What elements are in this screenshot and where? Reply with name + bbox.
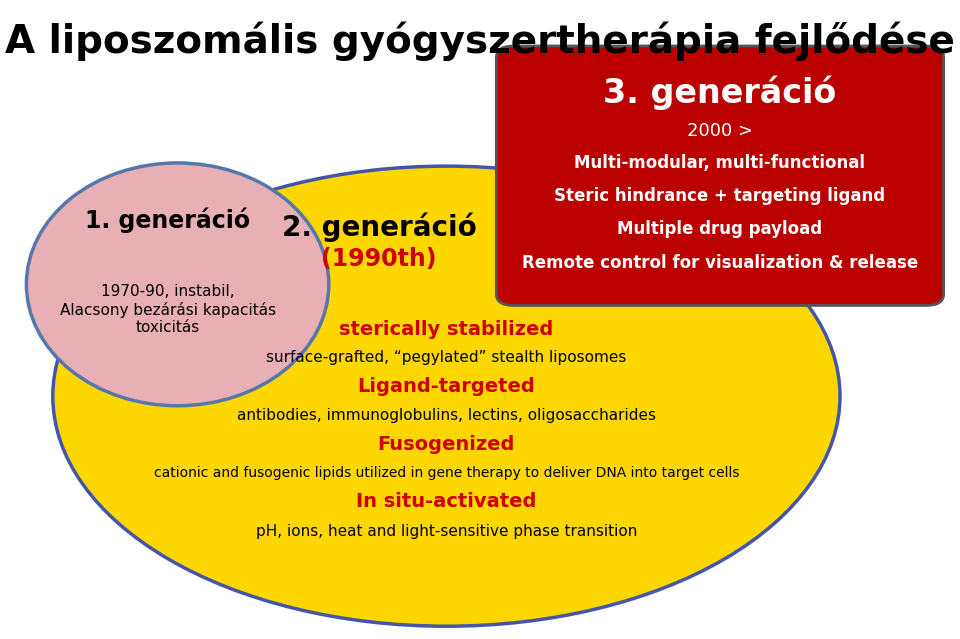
Text: In situ-activated: In situ-activated (356, 492, 537, 511)
Ellipse shape (27, 163, 328, 406)
Text: antibodies, immunoglobulins, lectins, oligosaccharides: antibodies, immunoglobulins, lectins, ol… (237, 408, 656, 423)
Text: A liposzomális gyógyszertherápia fejlődése: A liposzomális gyógyszertherápia fejlődé… (5, 22, 955, 61)
Text: 3. generáció: 3. generáció (604, 75, 836, 110)
Text: 2000 >: 2000 > (687, 122, 753, 140)
Text: sterically stabilized: sterically stabilized (339, 320, 554, 339)
Text: Fusogenized: Fusogenized (377, 435, 516, 454)
Text: Steric hindrance + targeting ligand: Steric hindrance + targeting ligand (555, 187, 885, 205)
Text: Remote control for visualization & release: Remote control for visualization & relea… (522, 254, 918, 272)
Text: cationic and fusogenic lipids utilized in gene therapy to deliver DNA into targe: cationic and fusogenic lipids utilized i… (154, 466, 739, 480)
Text: (1990th): (1990th) (322, 247, 437, 271)
Text: Multiple drug payload: Multiple drug payload (617, 220, 823, 238)
Ellipse shape (53, 166, 840, 626)
FancyBboxPatch shape (496, 46, 944, 305)
Text: Ligand-targeted: Ligand-targeted (357, 377, 536, 396)
Text: Multi-modular, multi-functional: Multi-modular, multi-functional (574, 154, 866, 172)
Text: 1. generáció: 1. generáció (85, 208, 251, 233)
Text: 2. generáció: 2. generáció (282, 212, 476, 242)
Text: 1970-90, instabil,
Alacsony bezárási kapacitás
toxicitás: 1970-90, instabil, Alacsony bezárási kap… (60, 284, 276, 335)
Text: pH, ions, heat and light-sensitive phase transition: pH, ions, heat and light-sensitive phase… (255, 524, 637, 539)
Text: surface-grafted, “pegylated” stealth liposomes: surface-grafted, “pegylated” stealth lip… (266, 350, 627, 366)
